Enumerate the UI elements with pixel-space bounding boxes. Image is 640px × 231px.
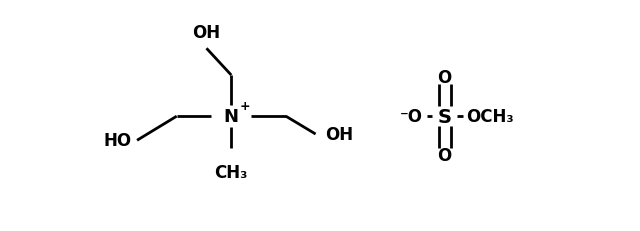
Text: O: O: [437, 69, 452, 86]
Text: CH₃: CH₃: [214, 163, 248, 181]
Text: HO: HO: [104, 132, 132, 150]
Text: N: N: [224, 108, 239, 126]
Text: +: +: [240, 100, 250, 112]
Text: O: O: [437, 147, 452, 165]
Text: S: S: [438, 107, 452, 126]
Text: ⁻O: ⁻O: [400, 108, 423, 126]
Text: OH: OH: [326, 125, 354, 143]
Text: OH: OH: [193, 24, 221, 42]
Text: OCH₃: OCH₃: [466, 108, 513, 126]
